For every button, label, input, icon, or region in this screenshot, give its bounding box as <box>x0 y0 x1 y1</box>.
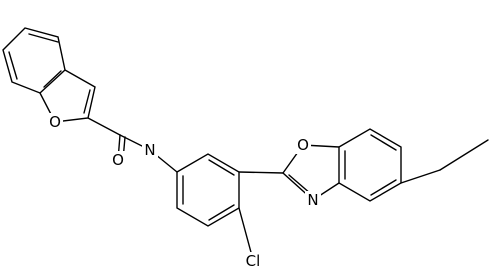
bond <box>238 207 253 257</box>
atom-label: N <box>307 191 318 209</box>
label-mask <box>110 151 126 169</box>
double-bond <box>208 204 235 221</box>
bond <box>238 171 284 174</box>
oxazole-ring <box>282 144 340 201</box>
atom-label: N <box>144 141 155 159</box>
double-bond <box>83 89 91 114</box>
double-bond <box>370 134 397 151</box>
label-mask <box>295 136 311 154</box>
bonds <box>2 27 489 257</box>
benzene-ring <box>2 27 66 94</box>
bond <box>400 169 441 184</box>
double-bond <box>8 51 18 80</box>
label-mask <box>242 252 264 270</box>
double-bond <box>288 174 312 195</box>
atom-labels: O O N O N Cl <box>47 113 321 270</box>
label-mask <box>305 191 321 209</box>
central-ring <box>176 153 240 227</box>
double-bond <box>370 179 397 196</box>
label-mask <box>142 141 158 159</box>
atom-label: Cl <box>246 252 261 270</box>
atom-label: O <box>112 151 124 169</box>
double-bond <box>208 159 235 176</box>
atom-label: O <box>49 113 61 131</box>
bond <box>87 117 121 136</box>
atom-label: O <box>297 136 309 154</box>
benzo-ring <box>338 128 402 202</box>
label-mask <box>47 113 63 131</box>
bond <box>439 139 489 171</box>
double-bond <box>28 33 59 43</box>
double-bond <box>43 70 62 88</box>
